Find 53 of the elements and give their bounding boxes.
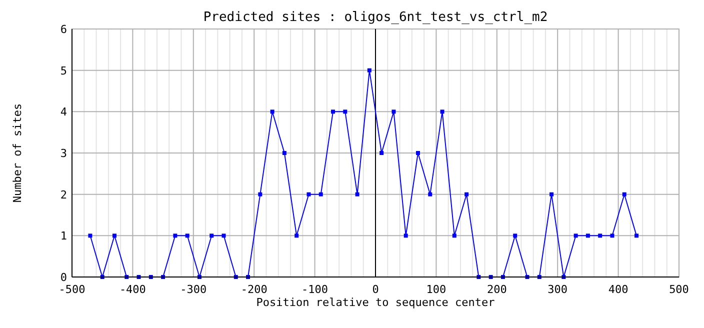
x-tick-label: 100	[426, 283, 446, 296]
x-tick-label: 400	[608, 283, 628, 296]
point	[586, 234, 590, 238]
x-tick-label: -400	[119, 283, 146, 296]
point	[306, 192, 311, 196]
point	[392, 110, 396, 114]
x-tick-label: 0	[372, 283, 379, 296]
point	[610, 234, 614, 238]
point	[355, 192, 360, 196]
point	[634, 234, 639, 238]
y-tick-label: 6	[60, 23, 67, 36]
point	[404, 234, 408, 238]
point	[574, 234, 578, 238]
point	[343, 110, 348, 114]
point	[173, 234, 178, 238]
point	[112, 234, 116, 238]
point	[464, 192, 469, 196]
x-tick-label: -300	[180, 283, 207, 296]
y-tick-label: 5	[60, 64, 67, 78]
x-tick-label: -500	[58, 283, 86, 296]
point	[416, 151, 420, 155]
y-tick-label: 0	[60, 271, 67, 284]
point	[452, 234, 456, 238]
point	[185, 234, 190, 238]
point	[270, 110, 274, 114]
y-tick-label: 2	[60, 188, 67, 202]
point	[622, 192, 626, 196]
point	[282, 151, 286, 155]
point	[550, 192, 554, 196]
point	[88, 234, 92, 238]
chart-title: Predicted sites : oligos_6nt_test_vs_ctrl_m2	[203, 10, 548, 25]
x-axis-title: Position relative to sequence center	[256, 296, 496, 309]
point	[318, 192, 323, 196]
x-tick-label: -200	[240, 283, 268, 296]
point	[428, 192, 432, 196]
y-axis-title: Number of sites	[11, 103, 24, 203]
x-tick-label: 300	[548, 283, 568, 296]
point	[294, 234, 299, 238]
y-tick-label: 1	[60, 230, 67, 243]
y-tick-label: 4	[60, 106, 68, 119]
x-tick-label: -100	[302, 283, 328, 296]
point	[513, 234, 518, 238]
x-tick-label: 200	[486, 283, 507, 296]
point	[222, 234, 226, 238]
point	[331, 110, 336, 114]
x-tick-label: 500	[669, 283, 689, 296]
point	[367, 68, 372, 72]
point	[380, 151, 384, 155]
point	[210, 234, 214, 238]
y-tick-label: 3	[60, 147, 67, 160]
point	[598, 234, 602, 238]
point	[440, 110, 444, 114]
point	[258, 192, 262, 196]
